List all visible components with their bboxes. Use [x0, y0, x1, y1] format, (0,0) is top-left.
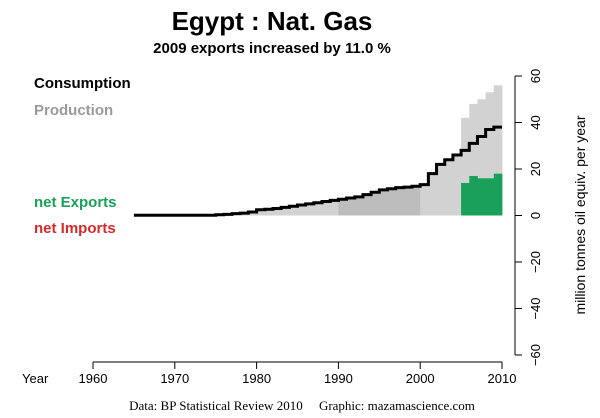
x-tick-label: 1960: [79, 371, 108, 386]
net-exports-area: [461, 173, 503, 216]
production-bar: [322, 201, 331, 216]
production-bar: [469, 103, 478, 216]
x-axis: 1960 1970 1980 1990 2000 2010: [79, 361, 517, 386]
production-bar: [395, 187, 405, 216]
net-exports-bar: [461, 182, 470, 216]
production-bar: [305, 203, 315, 216]
production-bar: [412, 186, 421, 216]
production-bar: [297, 205, 307, 216]
net-exports-bar: [493, 173, 503, 216]
production-bar: [362, 194, 372, 216]
production-area: [215, 85, 503, 216]
y-tick-label: −40: [528, 297, 543, 319]
net-exports-bar: [485, 178, 495, 216]
x-tick-label: 2000: [406, 371, 435, 386]
production-bar: [346, 198, 356, 216]
production-bar: [420, 184, 429, 216]
legend-net-imports: net Imports: [34, 220, 116, 237]
y-tick-label: −60: [528, 344, 543, 366]
production-bar: [477, 99, 487, 216]
production-bar: [444, 159, 454, 216]
production-bar: [379, 189, 388, 216]
y-tick-label: 20: [528, 162, 543, 176]
source-note: Data: BP Statistical Review 2010 Graphic…: [129, 398, 475, 413]
production-bar: [313, 202, 323, 216]
x-tick-label: 1970: [160, 371, 189, 386]
production-bar: [281, 207, 290, 216]
x-axis-label: Year: [22, 371, 49, 386]
y-axis: −60 −40 −20 0 20 40 60: [514, 69, 543, 366]
production-bar: [461, 117, 470, 216]
production-bar: [264, 209, 274, 216]
y-tick-label: 0: [528, 212, 543, 219]
x-tick-label: 2010: [488, 371, 517, 386]
production-bar: [493, 85, 503, 216]
production-bar: [330, 200, 339, 216]
production-bar: [436, 164, 446, 216]
production-bar: [248, 212, 257, 216]
y-axis-label: million tonnes oil equiv. per year: [572, 115, 588, 314]
x-tick-label: 1990: [324, 371, 353, 386]
production-bar: [272, 208, 282, 216]
y-tick-label: 40: [528, 115, 543, 129]
legend-production: Production: [34, 102, 113, 119]
y-tick-label: 60: [528, 69, 543, 83]
net-exports-bar: [477, 178, 487, 216]
production-bar: [354, 196, 364, 216]
production-bar: [371, 192, 380, 216]
production-bar: [289, 206, 298, 216]
legend-consumption: Consumption: [34, 75, 131, 92]
production-bar: [403, 187, 413, 216]
x-tick-label: 1980: [242, 371, 271, 386]
production-bar: [485, 92, 495, 216]
net-exports-bar: [469, 175, 478, 216]
legend-net-exports: net Exports: [34, 194, 117, 211]
production-bar: [428, 173, 437, 216]
production-bar: [452, 155, 462, 216]
production-bar: [338, 199, 347, 216]
production-bar: [256, 209, 266, 216]
y-tick-label: −20: [528, 251, 543, 273]
consumption-line: [133, 125, 502, 217]
production-bar: [387, 188, 397, 216]
chart-title: Egypt : Nat. Gas: [172, 6, 373, 36]
chart-subtitle: 2009 exports increased by 11.0 %: [153, 40, 391, 57]
